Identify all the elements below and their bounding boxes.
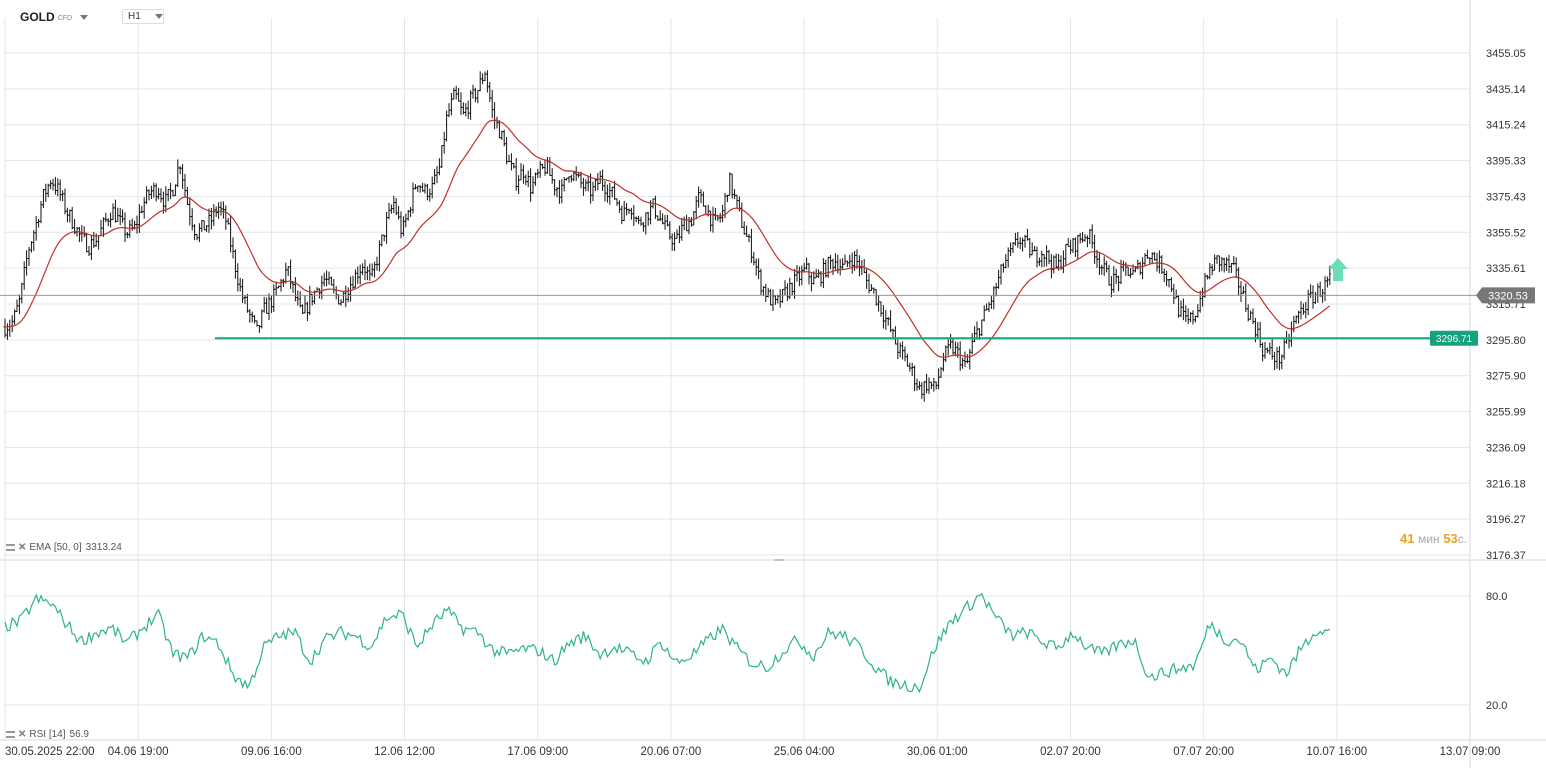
time-tick-label: 13.07 09:00 xyxy=(1440,746,1501,758)
time-tick-label: 30.05.2025 22:00 xyxy=(5,746,95,758)
time-tick-label: 09.06 16:00 xyxy=(241,746,302,758)
time-tick-label: 25.06 04:00 xyxy=(774,746,835,758)
rsi-label: RSI xyxy=(29,729,47,740)
last-price-badge: 3320.53 xyxy=(1476,287,1535,304)
timer-seconds-unit: с. xyxy=(1457,532,1468,546)
rsi-tick-label: 80.0 xyxy=(1486,591,1507,603)
timer-minutes: 41 xyxy=(1400,531,1415,546)
settings-icon[interactable] xyxy=(6,544,15,551)
price-tick-label: 3236.09 xyxy=(1486,442,1526,454)
time-tick-label: 04.06 19:00 xyxy=(108,746,169,758)
time-tick-label: 10.07 16:00 xyxy=(1306,746,1367,758)
rsi-axis: 80.0 20.0 xyxy=(1486,591,1507,712)
price-tick-label: 3455.05 xyxy=(1486,48,1526,60)
time-tick-label: 12.06 12:00 xyxy=(374,746,435,758)
rsi-value: 56.9 xyxy=(69,729,89,740)
support-value: 3296.71 xyxy=(1436,334,1473,345)
timer-seconds: 53 xyxy=(1443,531,1458,546)
timeframe-selector[interactable]: H1 xyxy=(122,9,164,24)
time-tick-label: 17.06 09:00 xyxy=(507,746,568,758)
close-icon[interactable]: ✕ xyxy=(18,729,27,740)
candlestick-series xyxy=(3,70,1332,402)
rsi-params: [14] xyxy=(48,729,66,740)
price-axis: 3455.05 3435.14 3415.24 3395.33 3375.43 3355.… xyxy=(1486,48,1526,562)
price-tick-label: 3216.18 xyxy=(1486,478,1526,490)
price-tick-label: 3435.14 xyxy=(1486,84,1526,96)
time-tick-label: 30.06 01:00 xyxy=(907,746,968,758)
ema-value: 3313.24 xyxy=(85,542,122,553)
candle-countdown: 41 мин 53с. xyxy=(1400,531,1467,546)
price-tick-label: 3295.80 xyxy=(1486,335,1526,347)
price-tick-label: 3176.37 xyxy=(1486,550,1526,562)
ema-line xyxy=(4,119,1331,358)
time-tick-label: 02.07 20:00 xyxy=(1040,746,1101,758)
time-axis: 30.05.2025 22:00 04.06 19:00 09.06 16:00 12… xyxy=(5,746,1500,758)
symbol-selector[interactable]: GOLD CFD xyxy=(20,10,89,24)
timeframe-label: H1 xyxy=(128,11,141,22)
price-tick-label: 3375.43 xyxy=(1486,191,1526,203)
ema-indicator-legend: ✕ EMA [50, 0] 3313.24 xyxy=(6,542,122,553)
rsi-indicator-legend: ✕ RSI [14] 56.9 xyxy=(6,729,89,740)
chevron-down-icon[interactable] xyxy=(154,14,163,19)
price-tick-label: 3196.27 xyxy=(1486,514,1526,526)
chart-grid xyxy=(4,18,1471,740)
rsi-line xyxy=(4,592,1331,694)
symbol-name: GOLD xyxy=(20,10,55,24)
support-badge: 3296.71 xyxy=(1430,330,1478,346)
close-icon[interactable]: ✕ xyxy=(18,542,27,553)
time-tick-label: 07.07 20:00 xyxy=(1173,746,1234,758)
ema-params: [50, 0] xyxy=(53,542,82,553)
rsi-tick-label: 20.0 xyxy=(1486,700,1507,712)
settings-icon[interactable] xyxy=(6,731,15,738)
timer-minutes-unit: мин xyxy=(1418,532,1440,546)
price-tick-label: 3415.24 xyxy=(1486,120,1526,132)
price-tick-label: 3395.33 xyxy=(1486,156,1526,168)
chevron-down-icon[interactable] xyxy=(80,14,89,20)
price-tick-label: 3335.61 xyxy=(1486,263,1526,275)
ema-label: EMA xyxy=(29,542,52,553)
symbol-type: CFD xyxy=(57,15,73,22)
time-tick-label: 20.06 07:00 xyxy=(641,746,702,758)
up-arrow-icon xyxy=(1328,258,1348,281)
last-price-value: 3320.53 xyxy=(1488,290,1528,302)
price-tick-label: 3275.90 xyxy=(1486,371,1526,383)
price-tick-label: 3355.52 xyxy=(1486,227,1526,239)
price-tick-label: 3255.99 xyxy=(1486,407,1526,419)
